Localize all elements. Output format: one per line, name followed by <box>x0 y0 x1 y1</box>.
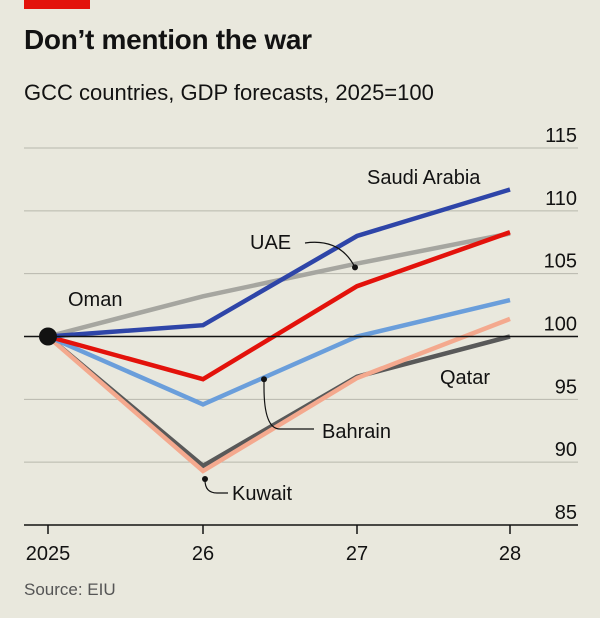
y-tick-label-105: 105 <box>544 251 577 273</box>
series-label-uae: UAE <box>250 232 291 254</box>
brand-red-bar <box>24 0 90 9</box>
chart-subtitle: GCC countries, GDP forecasts, 2025=100 <box>24 80 434 105</box>
leader-dot-bahrain <box>261 376 267 383</box>
leader-dot-kuwait <box>202 475 208 482</box>
leader-dot-uae <box>352 264 358 271</box>
series-label-bahrain: Bahrain <box>322 421 391 443</box>
y-tick-label-110: 110 <box>545 188 577 210</box>
x-tick-label-28: 28 <box>499 543 521 565</box>
start-point-marker <box>39 327 57 346</box>
x-tick-label-26: 26 <box>192 543 214 565</box>
series-lines <box>24 187 578 474</box>
y-tick-label-90: 90 <box>555 439 577 461</box>
series-labels: Saudi Arabia Oman Qatar UAE Bahrain Kuwait <box>68 167 490 505</box>
leader-line-kuwait <box>204 479 228 494</box>
series-line-kuwait <box>46 316 511 474</box>
y-tick-label-100: 100 <box>544 314 577 336</box>
y-tick-label-85: 85 <box>555 502 577 524</box>
source-note: Source: EIU <box>24 580 116 599</box>
x-tick-label-2025: 2025 <box>26 543 71 565</box>
series-line-uae <box>47 230 511 382</box>
x-tick-label-27: 27 <box>346 543 368 565</box>
series-label-saudi-arabia: Saudi Arabia <box>367 167 481 189</box>
series-line-saudi-arabia <box>47 187 511 339</box>
y-tick-label-115: 115 <box>545 125 577 147</box>
chart-title: Don’t mention the war <box>24 24 312 55</box>
series-label-oman: Oman <box>68 289 122 311</box>
leader-line-uae <box>304 241 356 268</box>
series-line-bahrain <box>47 297 511 407</box>
leader-line-bahrain <box>263 379 314 430</box>
x-axis: 2025 26 27 28 <box>24 524 578 565</box>
y-tick-label-95: 95 <box>555 376 577 398</box>
y-tick-labels: 85 90 95 100 105 110 115 <box>544 125 577 524</box>
series-label-qatar: Qatar <box>440 367 490 389</box>
series-label-kuwait: Kuwait <box>232 483 292 505</box>
